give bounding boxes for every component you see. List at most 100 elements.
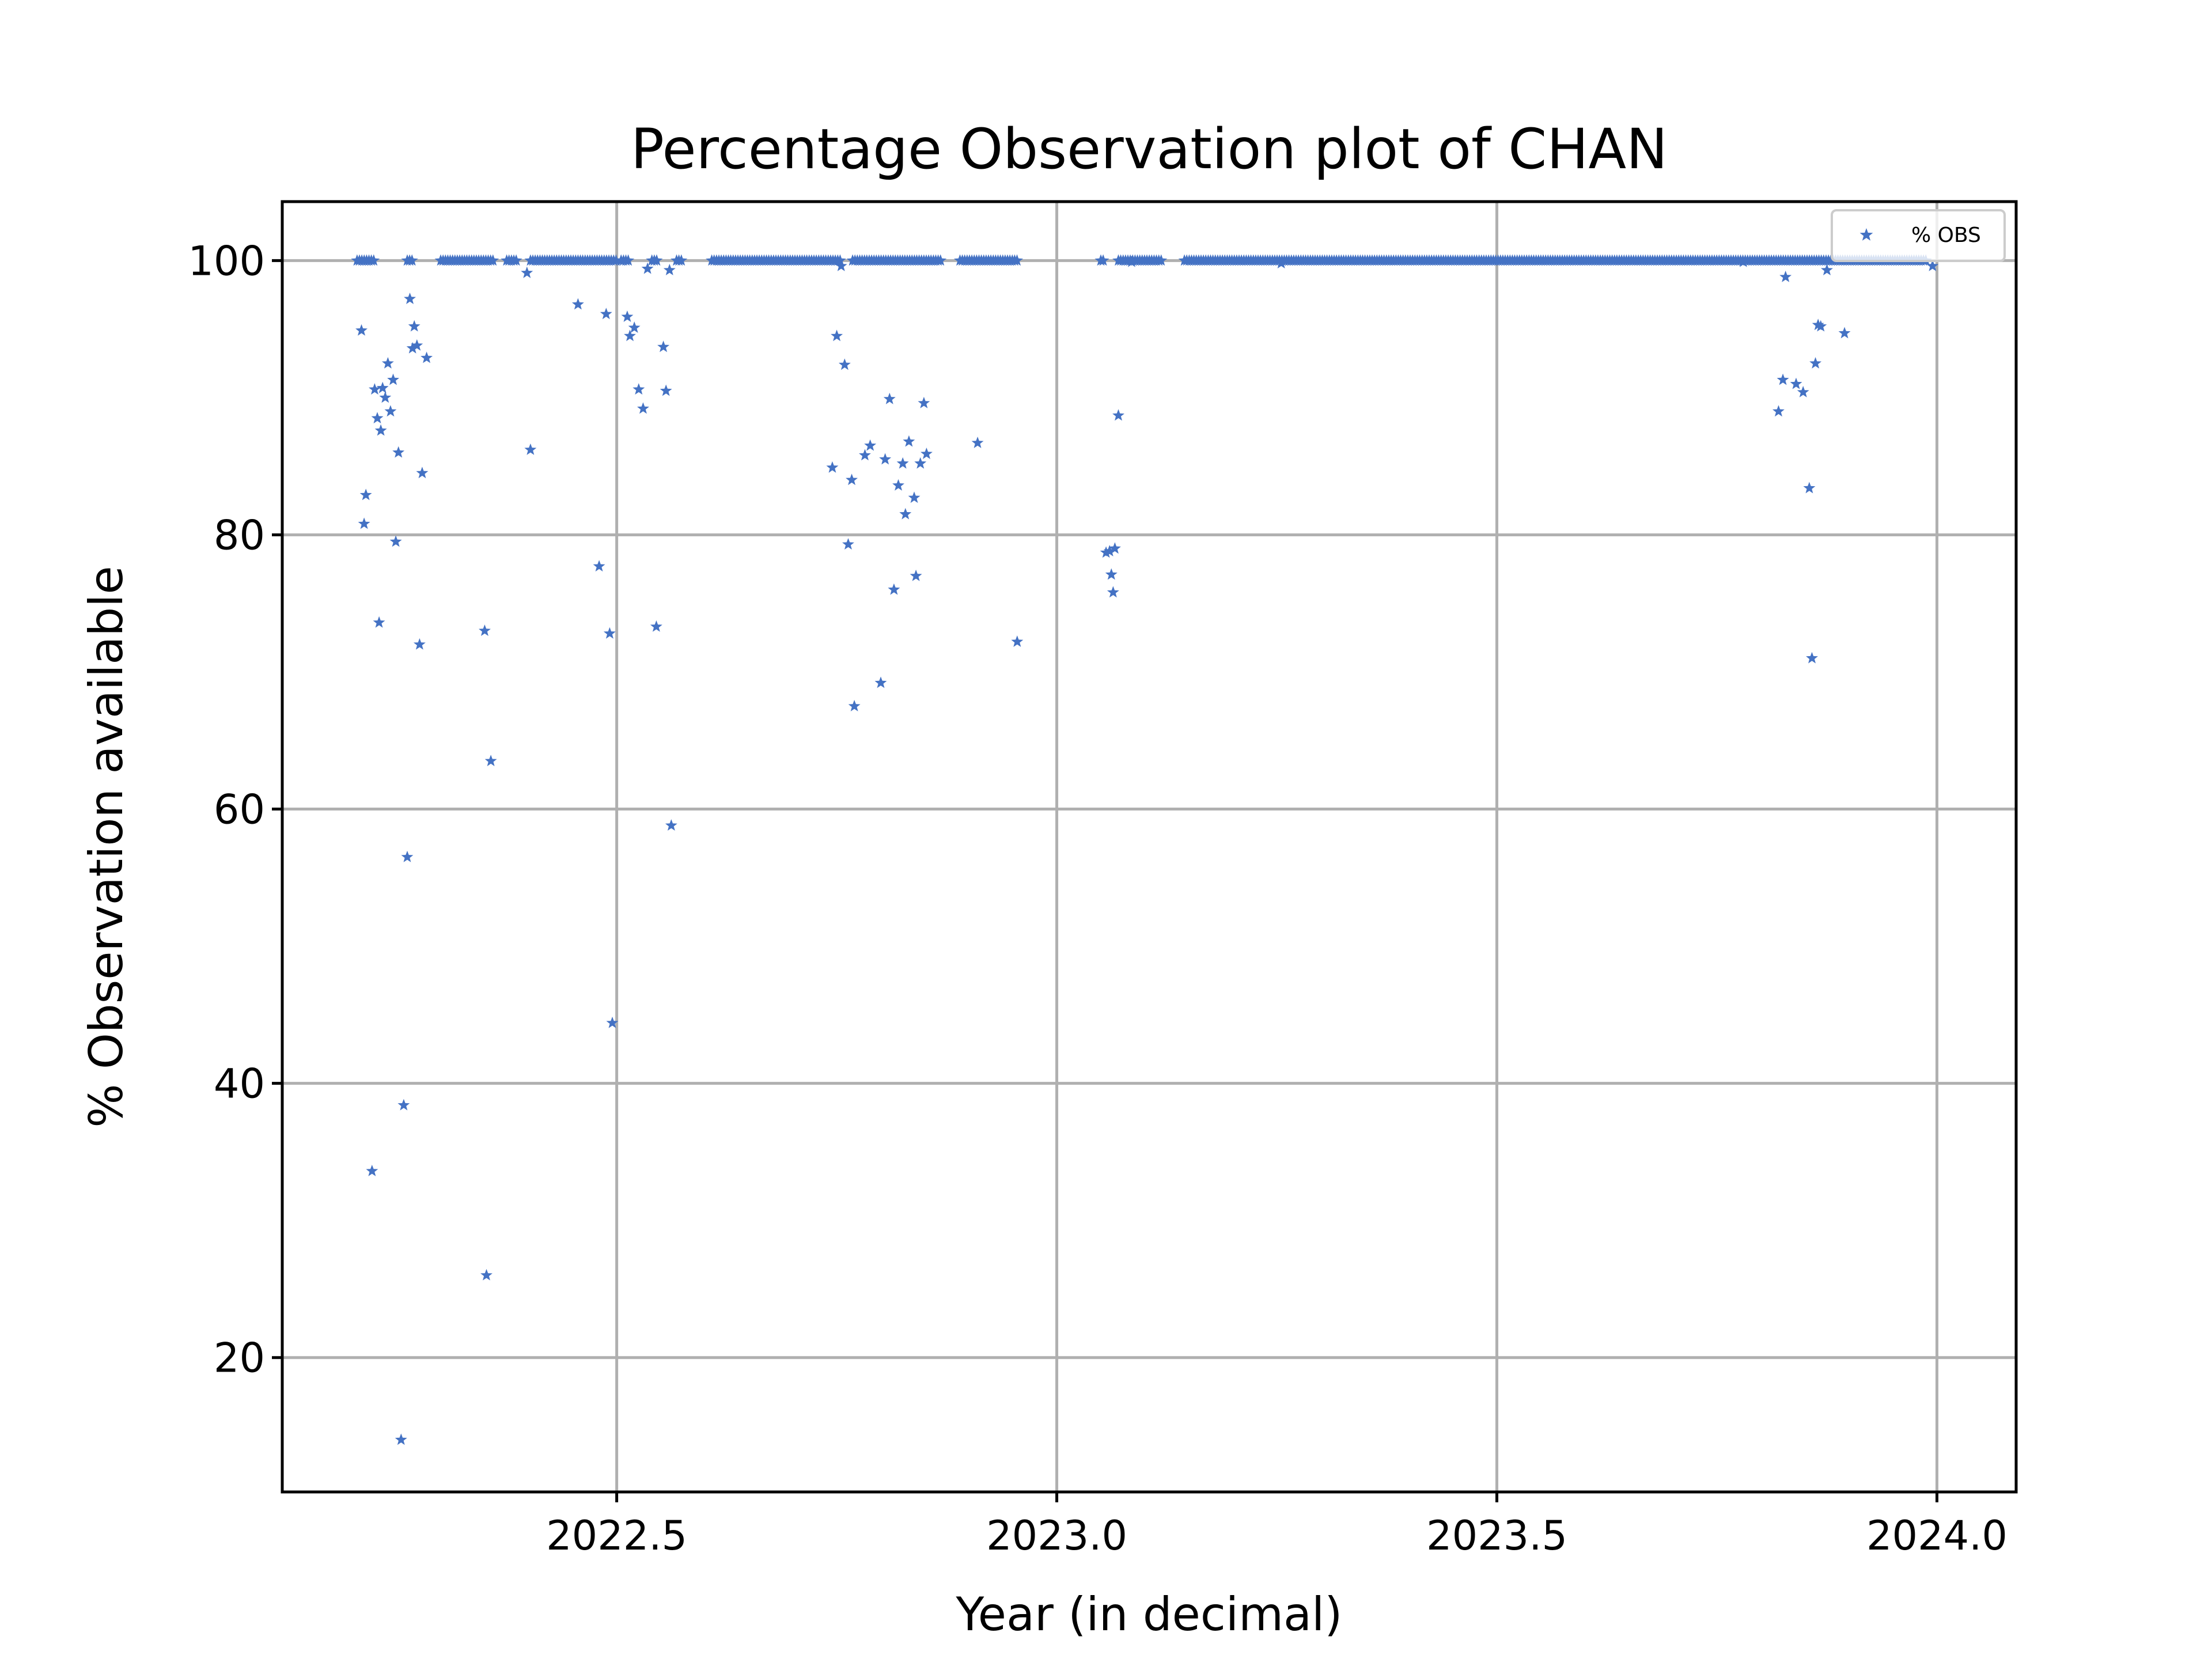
data-point [665,819,677,831]
data-point [892,479,904,491]
data-point [874,676,887,688]
data-point [406,254,418,266]
data-point [1926,259,1939,271]
data-point [510,254,522,266]
x-tick-label: 2024.0 [1866,1512,2008,1559]
data-point [903,435,915,447]
legend: % OBS [1831,209,2006,262]
data-point [389,535,402,547]
data-point [416,467,429,479]
data-point [842,538,854,550]
data-point [1126,255,1138,267]
data-point [1777,373,1789,385]
data-point [593,560,605,572]
y-tick-label: 60 [214,786,265,834]
data-point [397,1099,410,1111]
data-point [487,254,499,266]
data-point [1779,270,1792,282]
data-point [1112,409,1124,421]
data-point [650,620,662,632]
data-point [1105,568,1118,580]
y-tick-label: 100 [188,237,265,285]
data-point [366,1165,378,1176]
data-point [603,627,616,639]
data-point [1772,405,1785,417]
data-point [1838,327,1851,339]
data-point [934,254,947,266]
data-point [675,254,688,266]
data-point [864,439,877,451]
data-point [896,457,909,469]
data-point [606,1016,619,1028]
y-axis-label: % Observation available [79,566,133,1127]
data-point [835,259,847,271]
y-tick-label: 40 [214,1060,265,1108]
data-point [660,384,672,396]
data-point [971,437,984,448]
data-point [368,254,380,266]
data-point [411,339,423,351]
data-point [404,293,416,304]
data-point [600,308,612,320]
data-point [371,412,384,423]
data-point [379,391,392,403]
data-point [355,324,368,336]
data-point [387,373,399,385]
data-point [628,321,641,333]
data-point [408,320,421,332]
x-axis-label: Year (in decimal) [956,1588,1343,1641]
x-tick-label: 2023.0 [986,1512,1127,1559]
data-point [521,266,533,278]
plot-frame [281,200,2018,1494]
data-point [624,329,636,342]
data-point [1809,357,1822,369]
data-point [373,616,385,628]
legend-box [1831,209,2006,262]
data-point [1108,542,1121,554]
data-point [1806,652,1818,664]
data-point [888,583,900,595]
data-point [921,448,933,459]
data-point [359,488,372,501]
data-point [622,254,635,266]
data-point [879,453,892,465]
data-point [1790,377,1802,389]
data-point [834,254,846,266]
data-point [374,424,387,436]
data-point [384,405,397,417]
data-point [831,329,843,342]
data-point [1155,254,1168,266]
data-point [401,850,414,862]
legend-label: % OBS [1911,224,1981,247]
data-point [413,638,426,650]
data-point [1821,264,1833,275]
chart-title: Percentage Observation plot of CHAN [631,117,1668,181]
data-point [650,254,663,266]
data-point [637,402,649,414]
data-point [381,357,394,369]
grid-lines [282,202,2016,1492]
data-point [1803,482,1816,494]
data-point [908,491,921,503]
y-tick-label: 80 [214,512,265,559]
data-point [480,1268,493,1281]
data-points [351,254,1939,1445]
data-point [369,383,381,395]
legend-marker-star [1859,228,1873,241]
data-point [918,396,930,408]
data-point [1737,255,1749,267]
legend-marker [1859,228,1873,241]
data-point [376,381,389,393]
data-point [914,457,927,469]
data-point [641,262,654,274]
data-point [392,446,405,458]
data-point [1100,546,1112,558]
data-point [910,569,922,581]
data-point [848,700,861,711]
data-point [1275,257,1287,268]
data-point [846,474,858,486]
data-point [663,264,676,275]
data-point [632,383,645,395]
data-point [826,461,839,473]
